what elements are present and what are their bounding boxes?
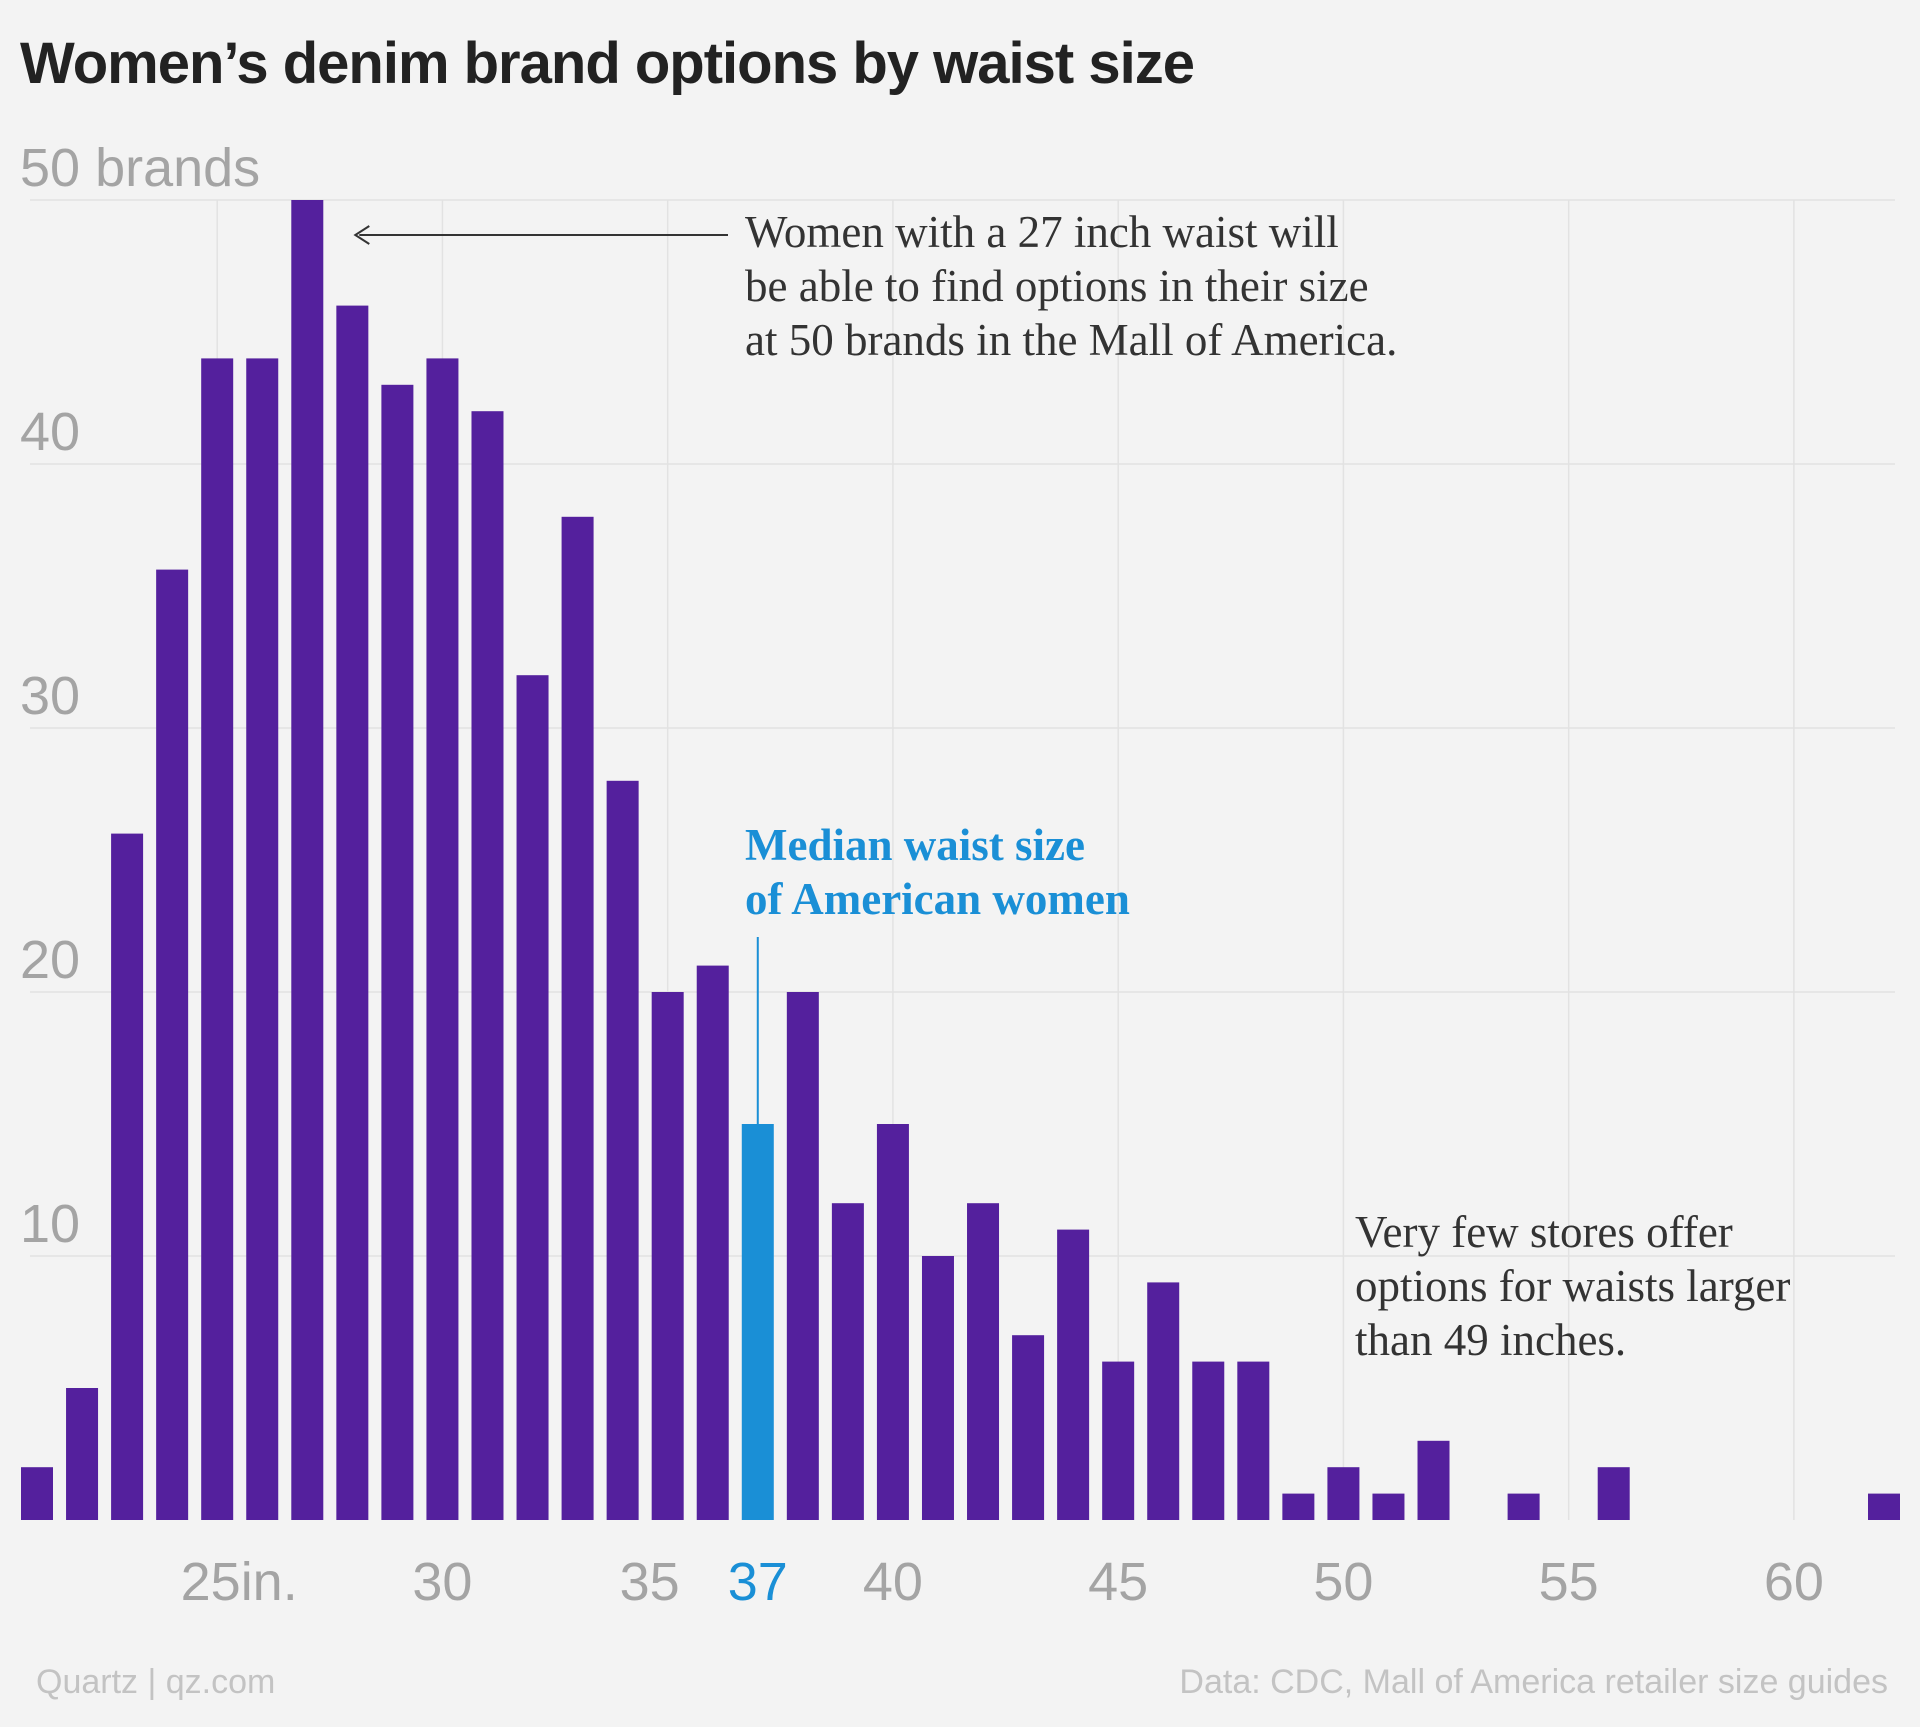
bar [1147,1282,1180,1520]
bar [1102,1361,1135,1520]
x-tick-label: 35 [620,1552,680,1612]
annotation-large-waist-text: than 49 inches. [1355,1315,1626,1365]
x-tick-label: 45 [1088,1552,1148,1612]
y-tick-label: 30 [20,666,80,726]
bar [111,833,144,1520]
bar [561,516,594,1520]
x-tick-label: 55 [1539,1552,1599,1612]
bar [471,411,504,1521]
bar [426,358,459,1520]
bar [1012,1335,1045,1520]
bar [381,384,414,1520]
annotation-large-waist-text: Very few stores offer [1355,1207,1733,1257]
bar [786,992,819,1520]
annotation-median-text: Median waist size [745,820,1085,870]
bar [1057,1229,1090,1520]
x-tick-label-median: 37 [728,1552,788,1612]
y-tick-label: 20 [20,930,80,990]
bar [516,675,549,1520]
annotation-peak-text: at 50 brands in the Mall of America. [745,315,1397,365]
bar [1372,1493,1405,1520]
bar [606,780,639,1520]
y-tick-label: 50 brands [20,138,260,198]
annotation-peak-text: Women with a 27 inch waist will [745,207,1339,257]
bar [201,358,234,1520]
y-tick-label: 10 [20,1194,80,1254]
bar [1507,1493,1540,1520]
bar-median [741,1124,774,1520]
bar [1417,1440,1450,1520]
bar [696,965,729,1520]
footer-data-source: Data: CDC, Mall of America retailer size… [1179,1663,1888,1701]
bar [876,1124,909,1520]
bar [156,569,189,1520]
bar [1237,1361,1270,1520]
footer-credit: Quartz | qz.com [36,1663,276,1701]
bar [291,200,324,1520]
y-tick-label: 40 [20,402,80,462]
bar [66,1388,99,1520]
annotation-arrowhead [353,225,370,245]
bar [967,1203,1000,1520]
x-tick-label: 40 [863,1552,923,1612]
bar [1868,1493,1900,1520]
bar [1327,1467,1360,1520]
chart-title: Women’s denim brand options by waist siz… [20,31,1195,96]
bar [831,1203,864,1520]
bar [1192,1361,1225,1520]
x-tick-label: 30 [412,1552,472,1612]
bar [1282,1493,1315,1520]
x-tick-label: 60 [1764,1552,1824,1612]
bar [21,1467,53,1520]
x-tick-label: 25in. [181,1552,298,1612]
bar [336,305,369,1521]
annotation-median-text: of American women [745,874,1130,924]
annotation-peak-text: be able to find options in their size [745,261,1369,311]
bar [1597,1467,1630,1520]
bar [651,992,684,1520]
bar [921,1256,954,1520]
annotation-large-waist-text: options for waists larger [1355,1261,1790,1311]
bar [246,358,279,1520]
x-tick-label: 50 [1313,1552,1373,1612]
